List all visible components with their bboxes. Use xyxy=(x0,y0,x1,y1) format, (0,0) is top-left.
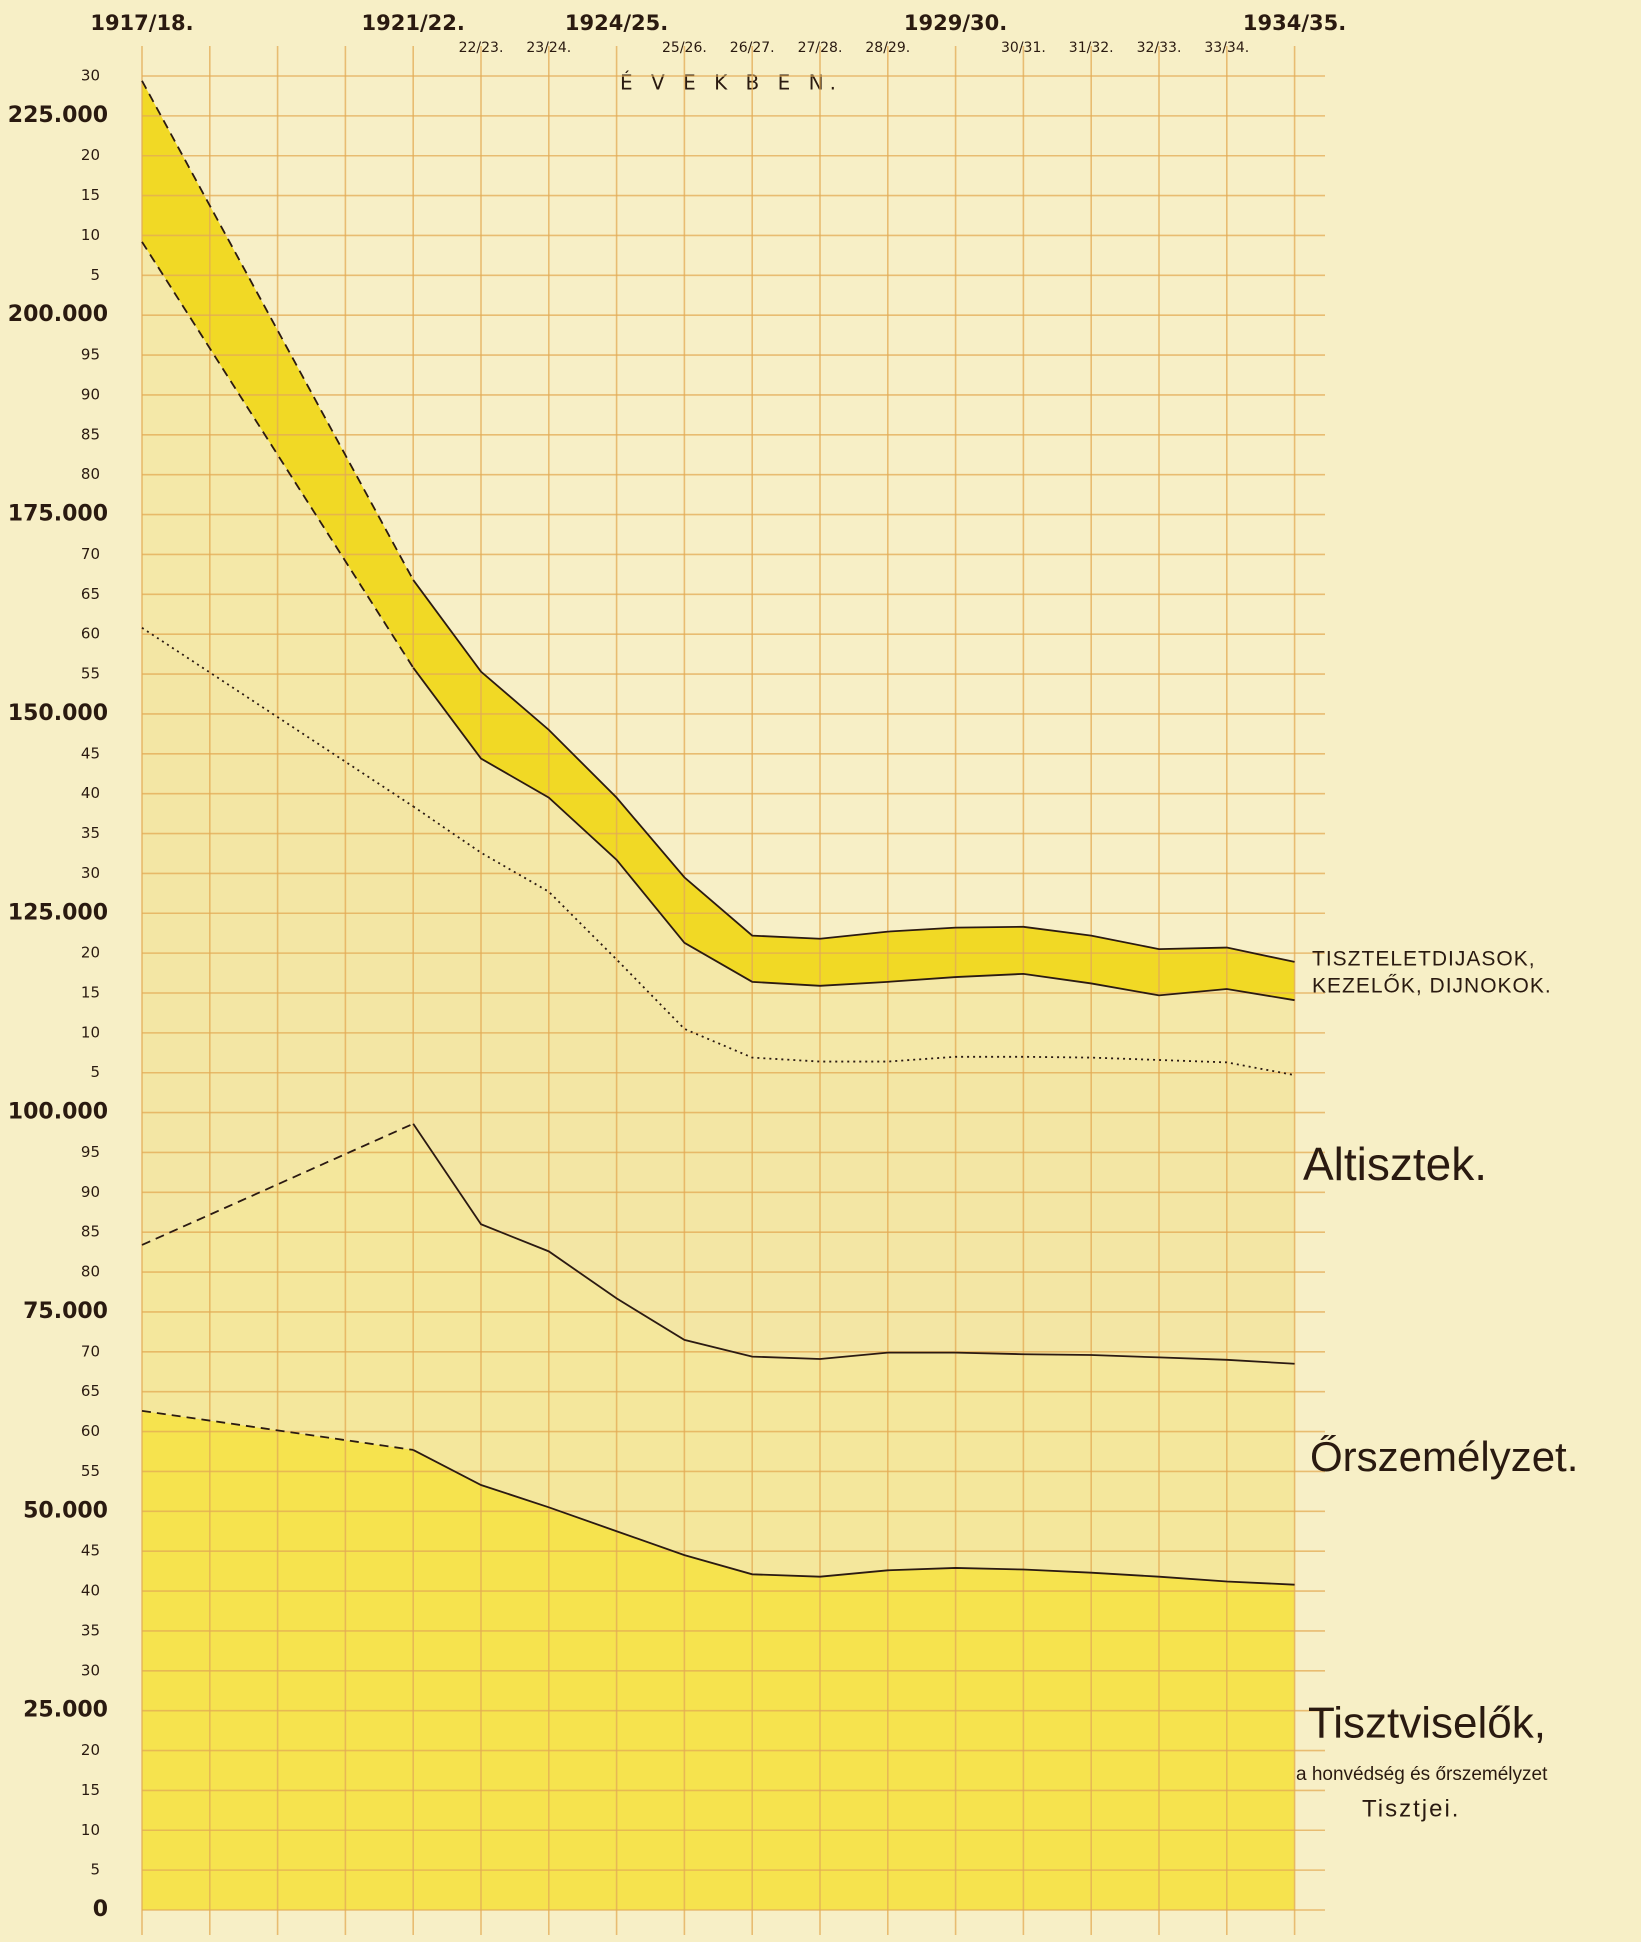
y-tick-label: 45 xyxy=(81,1542,100,1560)
y-tick-label: 65 xyxy=(81,585,100,603)
y-tick-label: 10 xyxy=(81,226,100,244)
y-tick-label: 90 xyxy=(81,385,100,403)
y-tick-label: 30 xyxy=(81,1661,100,1679)
y-tick-label: 20 xyxy=(81,1741,100,1759)
y-tick-label: 15 xyxy=(81,186,100,204)
y-tick-label: 90 xyxy=(81,1183,100,1201)
line-bridge xyxy=(141,241,414,669)
y-tick-label: 95 xyxy=(81,1143,100,1161)
y-tick-label: 35 xyxy=(81,824,100,842)
x-tick-label: 31/32. xyxy=(1069,40,1114,56)
x-tick-label: 30/31. xyxy=(1001,40,1046,56)
lines xyxy=(141,80,1295,1586)
y-tick-label: 150.000 xyxy=(8,701,108,726)
area xyxy=(142,627,1295,1364)
x-tick-label: 28/29. xyxy=(865,40,910,56)
y-tick-label: 40 xyxy=(81,1582,100,1600)
y-tick-label: 70 xyxy=(81,545,100,563)
areas xyxy=(142,80,1295,1910)
x-tick-label: 22/23. xyxy=(459,40,504,56)
y-tick-label: 30 xyxy=(81,67,100,85)
y-tick-label: 65 xyxy=(81,1382,100,1400)
y-tick-label: 80 xyxy=(81,1263,100,1281)
y-tick-label: 55 xyxy=(81,1462,100,1480)
y-tick-label: 5 xyxy=(90,266,100,284)
axis-annotation: É V E K B E N. xyxy=(620,71,842,95)
y-tick-label: 45 xyxy=(81,744,100,762)
x-tick-label: 33/34. xyxy=(1204,40,1249,56)
y-tick-label: 175.000 xyxy=(8,502,108,527)
line xyxy=(412,805,1295,1077)
x-tick-label: 27/28. xyxy=(798,40,843,56)
y-tick-label: 30 xyxy=(81,864,100,882)
y-tick-label: 60 xyxy=(81,625,100,643)
x-tick-label: 1917/18. xyxy=(90,11,193,35)
y-tick-label: 125.000 xyxy=(8,900,108,925)
y-tick-label: 0 xyxy=(93,1897,108,1922)
line-bridge xyxy=(141,80,414,581)
x-tick-label: 1934/35. xyxy=(1243,11,1346,35)
y-tick-label: 100.000 xyxy=(8,1100,108,1125)
y-tick-label: 200.000 xyxy=(8,302,108,327)
y-tick-label: 35 xyxy=(81,1621,100,1639)
line-bridge xyxy=(141,1409,414,1451)
area xyxy=(142,80,1295,1001)
area xyxy=(142,241,1295,1076)
series-label: KEZELŐK, DIJNOKOK. xyxy=(1312,975,1552,998)
line-bridge xyxy=(141,627,414,808)
area xyxy=(142,1123,1295,1585)
series-label: Tisztviselők, xyxy=(1308,1699,1546,1748)
y-tick-label: 225.000 xyxy=(8,103,108,128)
area xyxy=(142,1410,1295,1910)
y-tick-label: 60 xyxy=(81,1422,100,1440)
line xyxy=(412,579,1295,963)
y-tick-label: 55 xyxy=(81,665,100,683)
line-bridge xyxy=(141,1122,414,1246)
line xyxy=(412,1123,1295,1365)
y-tick-label: 25.000 xyxy=(23,1698,108,1723)
y-tick-label: 80 xyxy=(81,465,100,483)
y-tick-label: 70 xyxy=(81,1342,100,1360)
y-tick-label: 5 xyxy=(90,1063,100,1081)
series-label: Őrszemélyzet. xyxy=(1310,1433,1578,1480)
x-tick-label: 1924/25. xyxy=(565,11,668,35)
series-sublabel: a honvédség és őrszemélyzet xyxy=(1296,1764,1548,1785)
y-tick-label: 40 xyxy=(81,784,100,802)
y-tick-label: 85 xyxy=(81,1223,100,1241)
y-tick-label: 15 xyxy=(81,984,100,1002)
y-tick-label: 95 xyxy=(81,346,100,364)
y-tick-label: 5 xyxy=(90,1861,100,1879)
x-tick-label: 25/26. xyxy=(662,40,707,56)
series-label: Altisztek. xyxy=(1303,1138,1487,1190)
y-tick-label: 20 xyxy=(81,146,100,164)
x-tick-label: 1921/22. xyxy=(362,11,465,35)
x-tick-label: 1929/30. xyxy=(904,11,1007,35)
line xyxy=(412,1449,1295,1586)
y-tick-label: 10 xyxy=(81,1023,100,1041)
y-tick-label: 75.000 xyxy=(23,1299,108,1324)
x-tick-label: 26/27. xyxy=(730,40,775,56)
y-tick-label: 50.000 xyxy=(23,1498,108,1523)
grid xyxy=(141,46,1325,1935)
y-tick-label: 85 xyxy=(81,425,100,443)
y-tick-label: 20 xyxy=(81,944,100,962)
y-tick-label: 15 xyxy=(81,1781,100,1799)
line xyxy=(412,667,1295,1002)
x-tick-label: 32/33. xyxy=(1137,40,1182,56)
x-tick-label: 23/24. xyxy=(526,40,571,56)
series-label: TISZTELETDIJASOK, xyxy=(1312,948,1536,971)
y-tick-label: 10 xyxy=(81,1821,100,1839)
series-sublabel: Tisztjei. xyxy=(1362,1795,1460,1822)
